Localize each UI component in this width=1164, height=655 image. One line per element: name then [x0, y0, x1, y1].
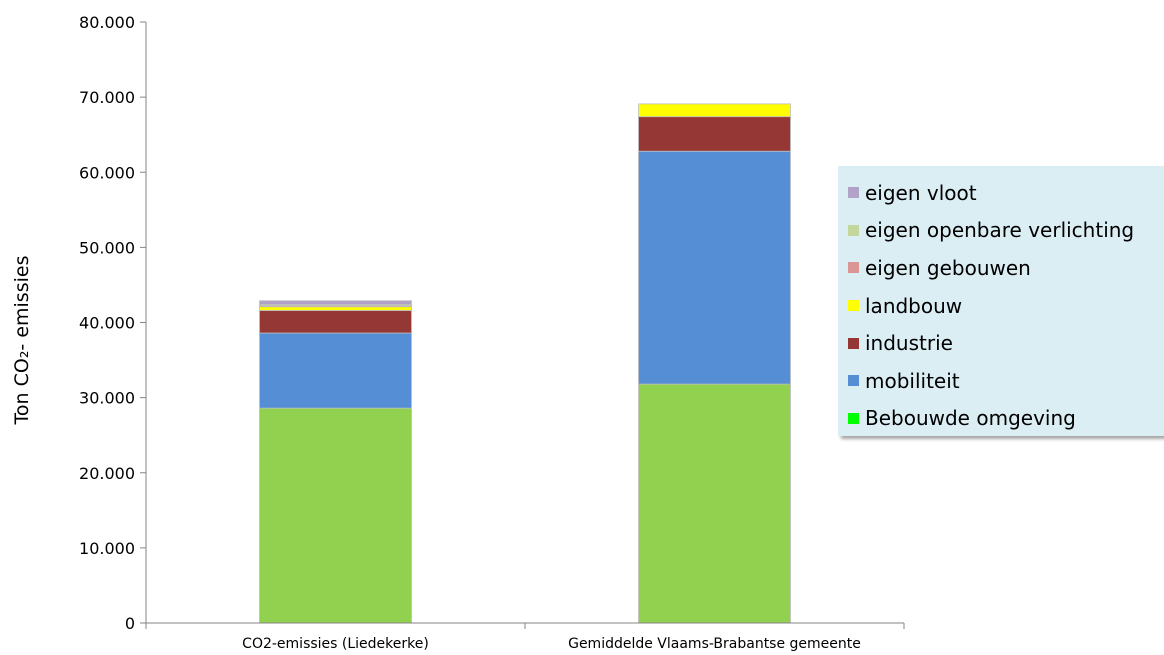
legend-swatch	[848, 300, 859, 312]
bar-segment	[259, 332, 412, 409]
legend-label: eigen gebouwen	[865, 255, 1031, 280]
y-axis-label: Ton CO₂- emissies	[11, 256, 33, 426]
x-axis-labels: CO2-emissies (Liedekerke) Gemiddelde Vlaa…	[242, 636, 861, 652]
legend: eigen vloot eigen openbare verlichting eig…	[838, 166, 1164, 436]
legend-label: Bebouwde omgeving	[865, 406, 1076, 431]
bar-segment	[259, 407, 412, 624]
x-category-label: Gemiddelde Vlaams-Brabantse gemeente	[568, 636, 861, 652]
y-axis-ticks: 0 10.000 20.000 30.000 40.000 50.000 60.000 70.…	[79, 13, 146, 633]
legend-item: eigen openbare verlichting	[838, 212, 1164, 250]
legend-swatch	[848, 262, 859, 274]
legend-swatch	[848, 337, 859, 349]
legend-item: industrie	[838, 324, 1164, 362]
legend-item: landbouw	[838, 287, 1164, 325]
y-tick-label: 80.000	[79, 13, 135, 32]
y-tick-label: 70.000	[79, 88, 135, 107]
legend-label: eigen openbare verlichting	[865, 218, 1135, 243]
bar-segment	[638, 116, 791, 152]
bars	[259, 103, 791, 624]
legend-label: landbouw	[865, 293, 963, 318]
y-tick-label: 0	[125, 614, 135, 633]
legend-item: eigen gebouwen	[838, 249, 1164, 287]
bar-segment	[638, 103, 791, 118]
legend-swatch	[848, 412, 859, 424]
y-tick-label: 30.000	[79, 389, 135, 408]
legend-label: eigen vloot	[865, 180, 977, 205]
legend-item: Bebouwde omgeving	[838, 400, 1164, 438]
bar-segment	[638, 383, 791, 624]
y-tick-label: 40.000	[79, 314, 135, 333]
bar-segment	[638, 150, 791, 385]
legend-swatch	[848, 187, 859, 199]
y-tick-label: 60.000	[79, 163, 135, 182]
legend-swatch	[848, 375, 859, 387]
y-tick-label: 10.000	[79, 539, 135, 558]
axes	[145, 22, 905, 629]
bar-segment	[259, 306, 412, 311]
bar-segment	[259, 310, 412, 334]
legend-swatch	[848, 224, 859, 236]
y-tick-label: 20.000	[79, 464, 135, 483]
bar-segment	[259, 300, 412, 305]
legend-item: mobiliteit	[838, 362, 1164, 400]
legend-label: industrie	[865, 331, 953, 356]
y-tick-label: 50.000	[79, 238, 135, 257]
x-category-label: CO2-emissies (Liedekerke)	[242, 636, 429, 652]
legend-label: mobiliteit	[865, 368, 960, 393]
legend-item: eigen vloot	[838, 174, 1164, 212]
